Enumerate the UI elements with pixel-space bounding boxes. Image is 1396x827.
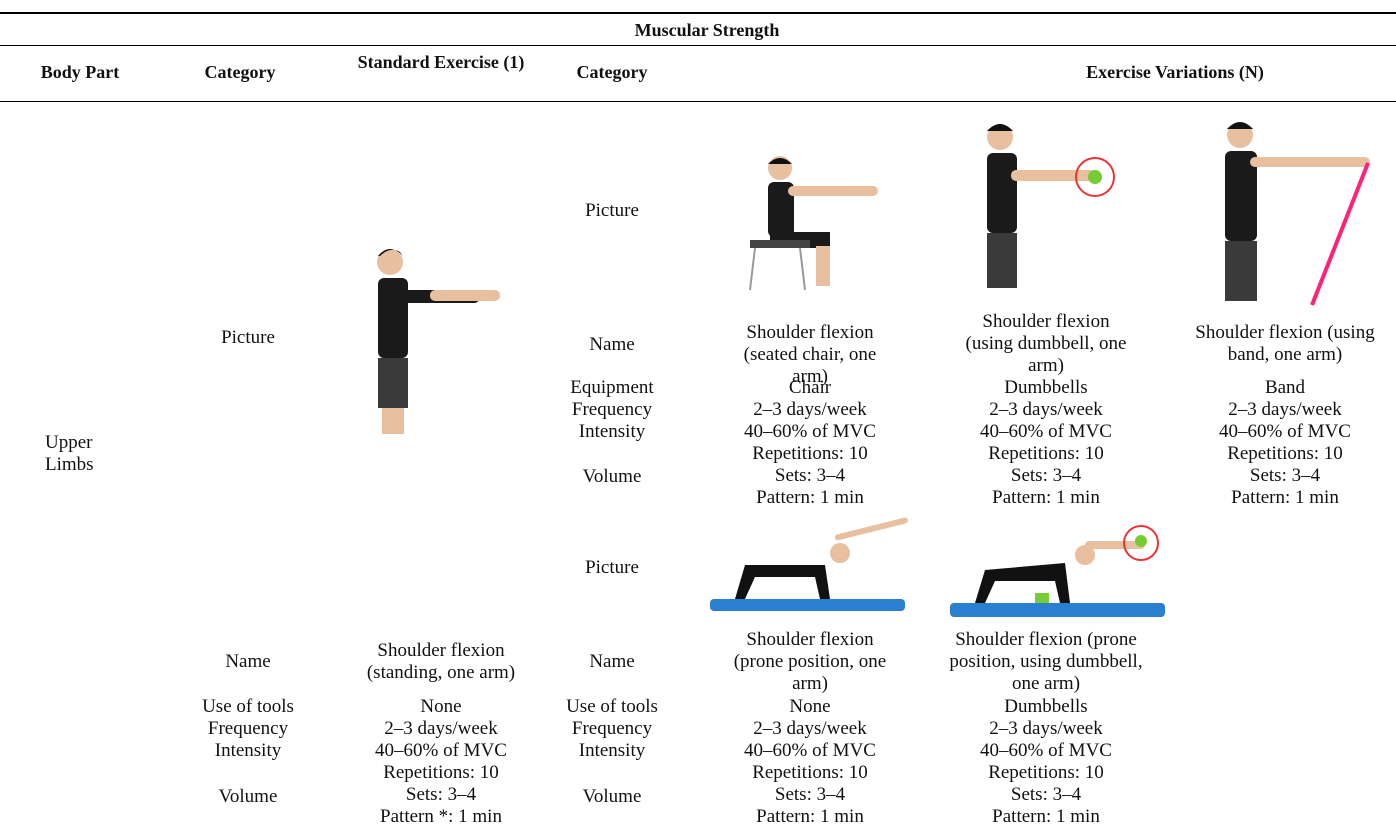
exercise-volume: Sets: 3–4: [1010, 784, 1082, 805]
header-bottom-rule: [0, 101, 1396, 102]
exercise-intensity: 40–60% of MVC: [1219, 421, 1351, 442]
row-label: Name: [225, 651, 271, 672]
row-label: Picture: [221, 327, 275, 348]
row-label: Name: [589, 334, 635, 355]
exercise-intensity: 40–60% of MVC: [980, 421, 1112, 442]
column-header: Category: [576, 62, 648, 82]
row-label: Intensity: [578, 740, 646, 761]
header-rule: [0, 45, 1396, 46]
top-rule: [0, 12, 1396, 14]
row-label: Use of tools: [566, 696, 658, 717]
exercise-name: Shoulder flexion (prone position, one ar…: [733, 629, 887, 694]
exercise-volume: Sets: 3–4: [1249, 465, 1321, 486]
column-header: Category: [204, 62, 276, 82]
row-label: Picture: [585, 200, 639, 221]
exercise-frequency: 2–3 days/week: [753, 718, 867, 739]
column-header: Standard Exercise (1): [357, 52, 525, 72]
exercise-equipment: Dumbbells: [1004, 377, 1088, 398]
exercise-name: Shoulder flexion (using dumbbell, one ar…: [965, 311, 1127, 376]
row-label: Volume: [582, 466, 642, 487]
exercise-volume: Pattern: 1 min: [756, 806, 864, 827]
row-label: Intensity: [578, 421, 646, 442]
exercise-intensity: 40–60% of MVC: [375, 740, 507, 761]
row-label: Frequency: [207, 718, 289, 739]
column-header: Body Part: [40, 62, 120, 82]
exercise-volume: Sets: 3–4: [1010, 465, 1082, 486]
table-title: Muscular Strength: [634, 20, 780, 40]
exercise-frequency: 2–3 days/week: [384, 718, 498, 739]
exercise-frequency: 2–3 days/week: [753, 399, 867, 420]
row-label: Picture: [585, 557, 639, 578]
exercise-equipment: Band: [1264, 377, 1306, 398]
exercise-name: Shoulder flexion (using band, one arm): [1195, 322, 1375, 365]
picture: [377, 249, 500, 434]
exercise-volume: Sets: 3–4: [774, 784, 846, 805]
exercise-intensity: 40–60% of MVC: [980, 740, 1112, 761]
exercise-name: Shoulder flexion (seated chair, one arm): [743, 322, 877, 387]
exercise-volume: Pattern: 1 min: [992, 487, 1100, 508]
exercise-volume: Repetitions: 10: [988, 443, 1104, 464]
picture: [987, 124, 1115, 288]
exercise-volume: Sets: 3–4: [774, 465, 846, 486]
body-part: Upper Limbs: [45, 432, 94, 475]
row-label: Intensity: [214, 740, 282, 761]
row-label: Volume: [218, 786, 278, 807]
picture: [950, 525, 1165, 617]
picture: [1225, 122, 1370, 306]
exercise-volume: Repetitions: 10: [1227, 443, 1343, 464]
row-label: Name: [589, 651, 635, 672]
exercise-volume: Pattern *: 1 min: [380, 806, 502, 827]
exercise-equipment: None: [789, 696, 831, 717]
row-label: Frequency: [571, 399, 653, 420]
exercise-intensity: 40–60% of MVC: [744, 740, 876, 761]
exercise-name: Shoulder flexion (prone position, using …: [949, 629, 1143, 694]
row-label: Equipment: [570, 377, 654, 398]
exercise-frequency: 2–3 days/week: [989, 399, 1103, 420]
exercise-volume: Pattern: 1 min: [1231, 487, 1339, 508]
picture: [710, 517, 908, 611]
exercise-frequency: 2–3 days/week: [1228, 399, 1342, 420]
picture: [749, 156, 878, 291]
exercise-volume: Pattern: 1 min: [756, 487, 864, 508]
exercise-volume: Repetitions: 10: [383, 762, 499, 783]
exercise-equipment: Chair: [788, 377, 832, 398]
exercise-frequency: 2–3 days/week: [989, 718, 1103, 739]
row-label: Use of tools: [202, 696, 294, 717]
column-header: Exercise Variations (N): [1086, 62, 1264, 82]
exercise-volume: Sets: 3–4: [405, 784, 477, 805]
exercise-intensity: 40–60% of MVC: [744, 421, 876, 442]
row-label: Frequency: [571, 718, 653, 739]
exercise-volume: Repetitions: 10: [988, 762, 1104, 783]
exercise-name: Shoulder flexion (standing, one arm): [366, 640, 516, 683]
exercise-equipment: Dumbbells: [1004, 696, 1088, 717]
exercise-volume: Repetitions: 10: [752, 762, 868, 783]
row-label: Volume: [582, 786, 642, 807]
exercise-volume: Pattern: 1 min: [992, 806, 1100, 827]
exercise-tools: None: [420, 696, 462, 717]
exercise-volume: Repetitions: 10: [752, 443, 868, 464]
